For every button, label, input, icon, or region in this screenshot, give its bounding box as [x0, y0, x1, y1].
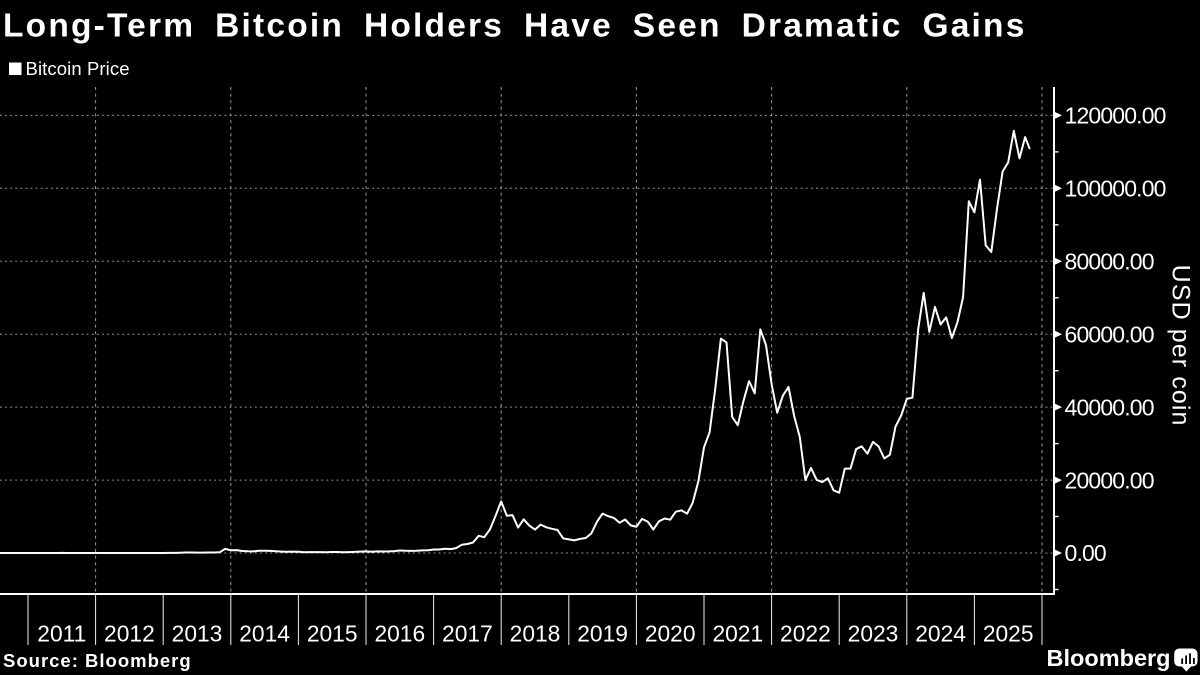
svg-text:USD per coin: USD per coin	[1167, 265, 1195, 427]
svg-text:2017: 2017	[442, 621, 493, 647]
svg-text:Bloomberg: Bloomberg	[1047, 645, 1171, 671]
svg-text:2022: 2022	[780, 621, 831, 647]
svg-text:20000.00: 20000.00	[1065, 467, 1154, 493]
svg-text:2012: 2012	[104, 621, 155, 647]
svg-text:2023: 2023	[848, 621, 899, 647]
svg-text:2019: 2019	[577, 621, 628, 647]
svg-text:2014: 2014	[239, 621, 290, 647]
svg-text:0.00: 0.00	[1065, 540, 1106, 566]
svg-text:2018: 2018	[510, 621, 561, 647]
svg-text:Long-Term Bitcoin Holders Have: Long-Term Bitcoin Holders Have Seen Dram…	[3, 8, 1027, 45]
svg-text:Source: Bloomberg: Source: Bloomberg	[3, 650, 192, 671]
svg-text:60000.00: 60000.00	[1065, 321, 1154, 347]
svg-text:80000.00: 80000.00	[1065, 249, 1154, 275]
svg-text:2024: 2024	[915, 621, 966, 647]
svg-text:120000.00: 120000.00	[1065, 103, 1166, 129]
svg-text:40000.00: 40000.00	[1065, 394, 1154, 420]
svg-text:2011: 2011	[37, 621, 86, 647]
svg-text:2020: 2020	[645, 621, 696, 647]
svg-text:Bitcoin Price: Bitcoin Price	[26, 58, 130, 79]
svg-text:2025: 2025	[983, 621, 1034, 647]
svg-text:2015: 2015	[307, 621, 358, 647]
svg-text:2016: 2016	[374, 621, 425, 647]
svg-text:2013: 2013	[172, 621, 223, 647]
svg-text:100000.00: 100000.00	[1065, 176, 1166, 202]
svg-text:2021: 2021	[712, 621, 763, 647]
